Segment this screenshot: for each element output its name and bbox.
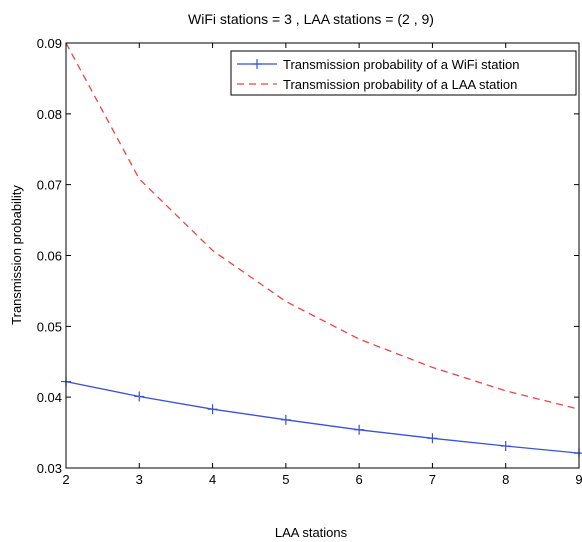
data-point <box>207 404 218 415</box>
y-tick-label: 0.07 <box>37 178 62 193</box>
chart-title: WiFi stations = 3 , LAA stations = (2 , … <box>188 11 434 27</box>
y-tick-label: 0.08 <box>37 107 62 122</box>
x-tick-label: 4 <box>209 472 216 487</box>
legend-label: Transmission probability of a WiFi stati… <box>283 57 520 72</box>
data-point <box>427 433 438 444</box>
y-tick-label: 0.06 <box>37 249 62 264</box>
legend-marker <box>252 59 262 69</box>
legend: Transmission probability of a WiFi stati… <box>230 50 577 96</box>
x-tick-label: 7 <box>429 472 436 487</box>
data-point <box>574 448 582 459</box>
x-tick-label: 5 <box>282 472 289 487</box>
data-point <box>280 414 291 425</box>
x-tick-label: 8 <box>502 472 509 487</box>
data-point <box>500 441 511 452</box>
series-line-1 <box>65 42 580 410</box>
legend-label: Transmission probability of a LAA statio… <box>283 77 517 92</box>
axes: 2 3 4 5 6 7 8 9 0.03 0.04 0.05 0.06 0.07 0.08 0.09 <box>37 36 582 487</box>
x-axis-label: LAA stations <box>275 525 348 540</box>
x-tick-label: 9 <box>575 472 582 487</box>
plot-frame <box>65 42 580 469</box>
y-tick-label: 0.05 <box>37 319 62 334</box>
y-tick-label: 0.09 <box>37 36 62 51</box>
y-tick-label: 0.04 <box>37 390 62 405</box>
y-tick-label: 0.03 <box>37 461 62 476</box>
y-axis-label: Transmission probability <box>9 185 24 325</box>
data-point <box>134 391 145 402</box>
data-point <box>354 424 365 435</box>
x-tick-label: 6 <box>356 472 363 487</box>
series-line-0 <box>65 380 580 454</box>
legend-box <box>230 50 577 96</box>
x-tick-label: 3 <box>136 472 143 487</box>
x-tick-label: 2 <box>62 472 69 487</box>
plot-area <box>61 42 582 459</box>
